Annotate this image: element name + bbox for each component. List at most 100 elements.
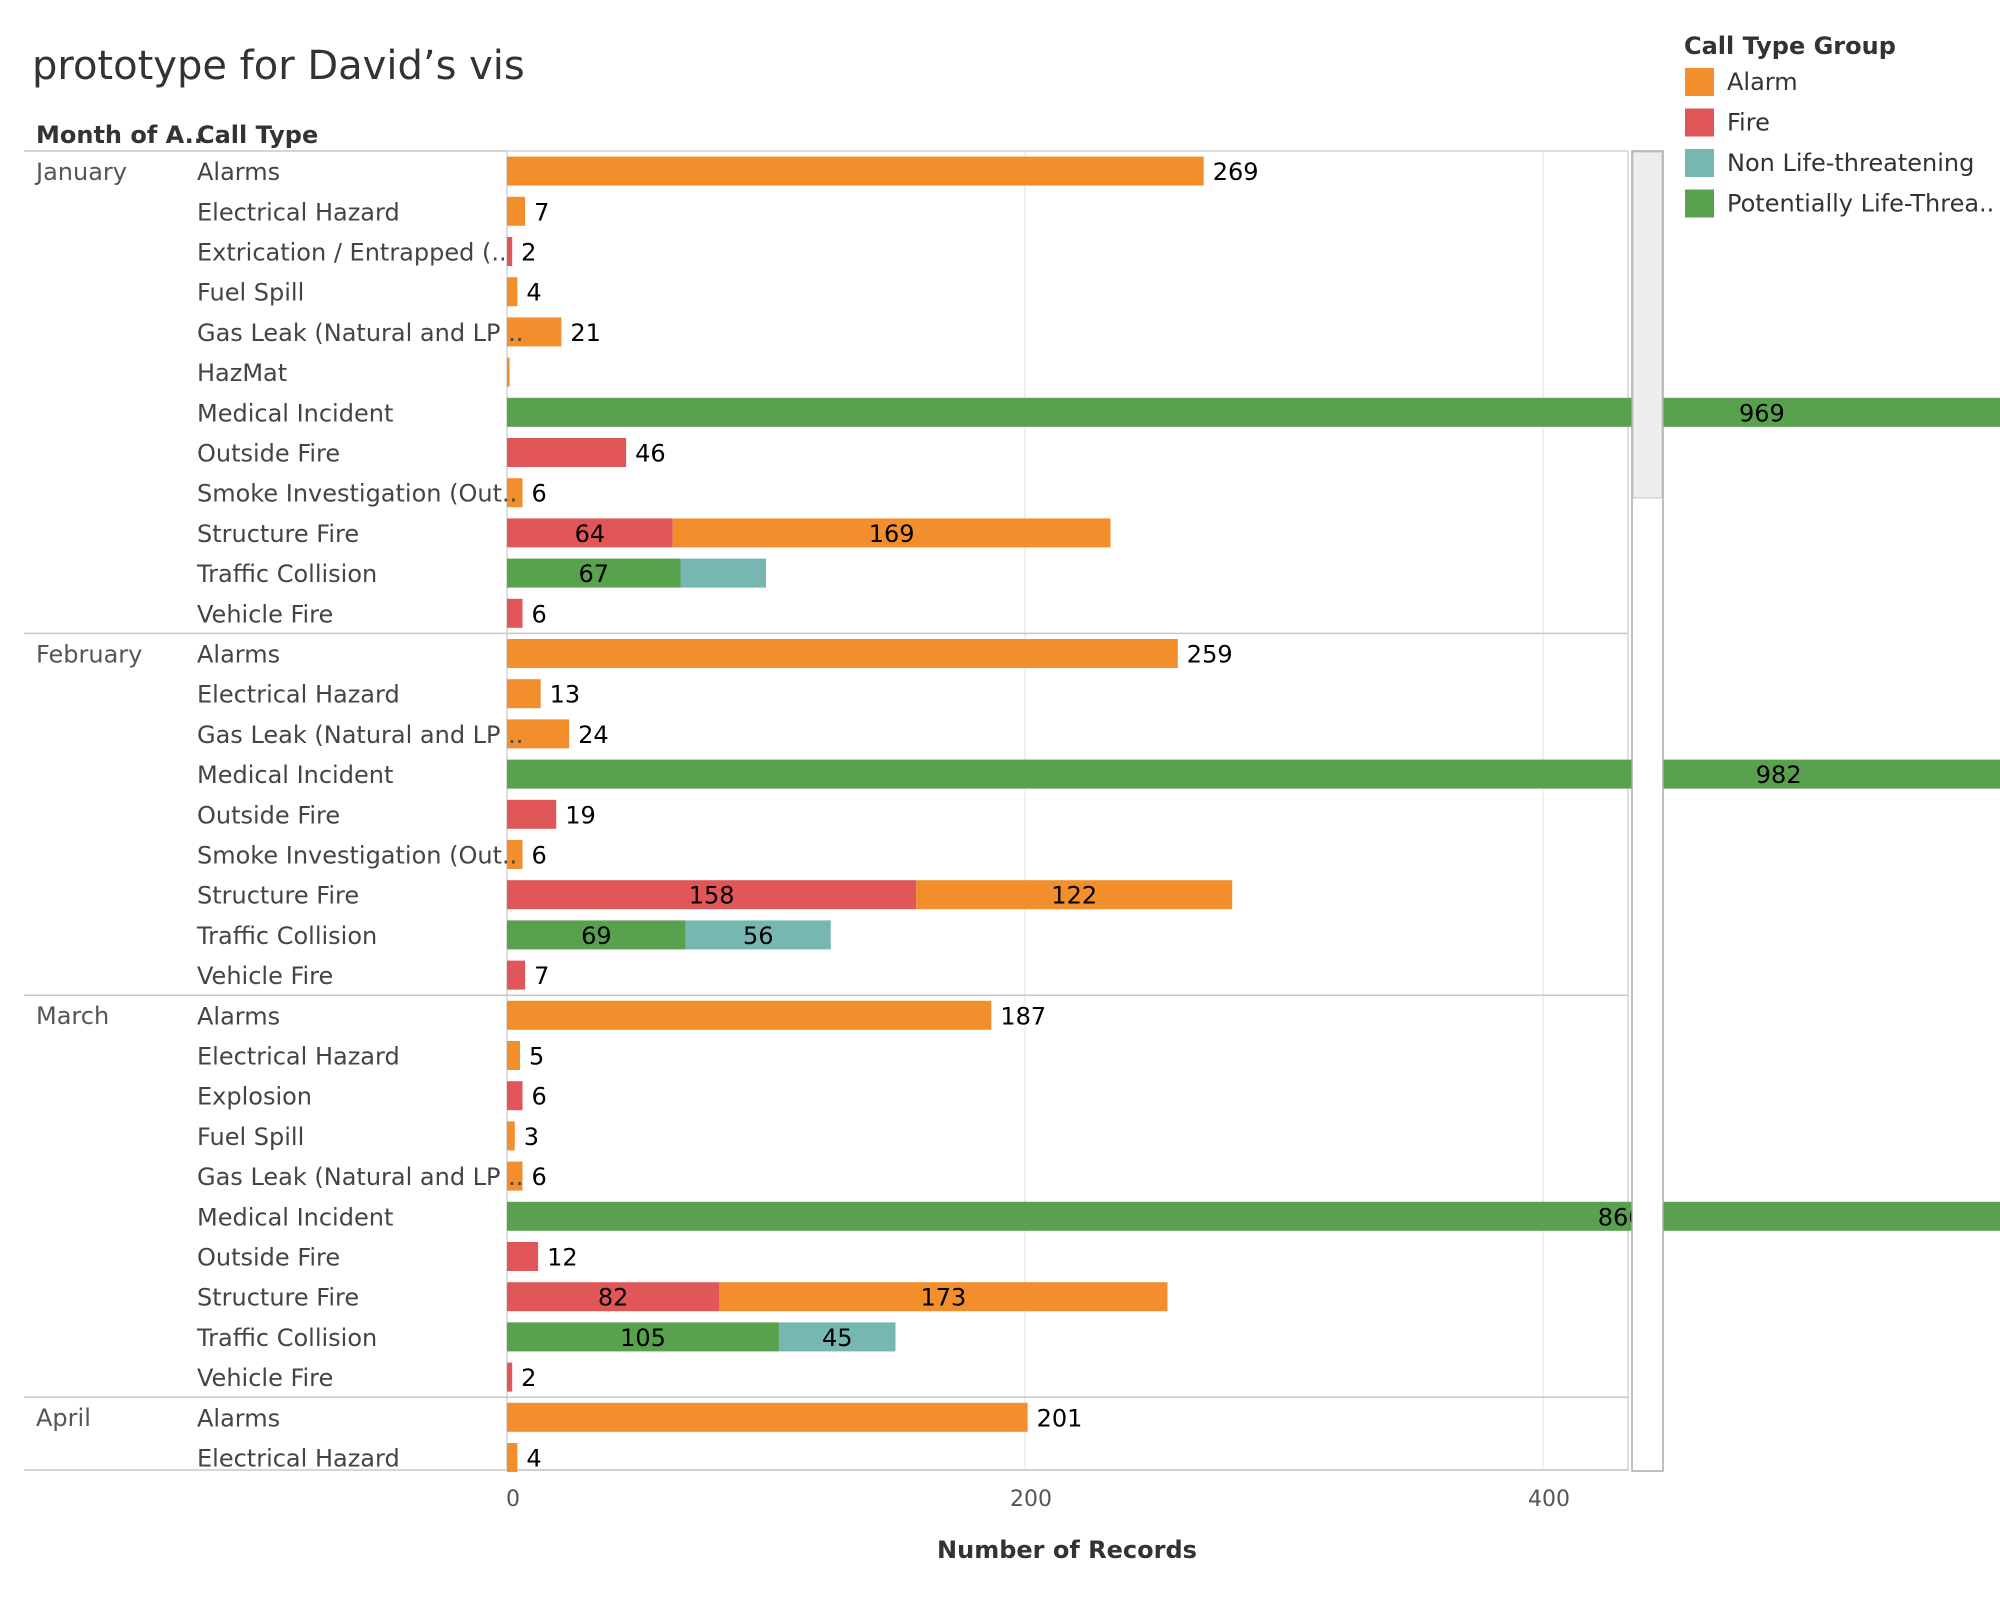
call-type-label[interactable]: Explosion xyxy=(197,1083,312,1111)
bar-segment[interactable] xyxy=(507,961,525,990)
x-tick-label: 200 xyxy=(1010,1487,1052,1512)
bar-segment[interactable] xyxy=(507,800,556,829)
call-type-label[interactable]: Medical Incident xyxy=(197,399,393,427)
call-type-label[interactable]: Outside Fire xyxy=(197,1244,340,1272)
call-type-label[interactable]: Alarms xyxy=(197,1002,280,1030)
bar-value-label: 6 xyxy=(532,600,547,628)
bar-value-label: 187 xyxy=(1000,1002,1046,1030)
bar-value-label: 5 xyxy=(529,1043,544,1071)
x-axis-title: Number of Records xyxy=(937,1536,1197,1564)
scrollbar[interactable] xyxy=(1632,151,1663,1471)
scrollbar-thumb[interactable] xyxy=(1633,152,1662,498)
legend-label[interactable]: Fire xyxy=(1727,109,1770,137)
call-type-label[interactable]: Fuel Spill xyxy=(197,1123,304,1151)
call-type-label[interactable]: Structure Fire xyxy=(197,882,359,910)
plot-area: 2697242196957846664169676259132498265919… xyxy=(507,157,2000,1473)
call-type-label[interactable]: Structure Fire xyxy=(197,1284,359,1312)
bar-segment[interactable] xyxy=(507,1081,523,1110)
call-type-label[interactable]: Gas Leak (Natural and LP .. xyxy=(197,721,523,749)
call-type-label[interactable]: Vehicle Fire xyxy=(197,962,333,990)
bar-segment[interactable] xyxy=(507,1121,515,1150)
call-type-label[interactable]: Fuel Spill xyxy=(197,279,304,307)
call-type-label[interactable]: Outside Fire xyxy=(197,801,340,829)
segment-value-label: 969 xyxy=(1739,399,1785,427)
bar-segment[interactable] xyxy=(507,1443,517,1472)
legend-swatch[interactable] xyxy=(1685,68,1714,96)
call-type-label[interactable]: Smoke Investigation (Out.. xyxy=(197,842,517,870)
bar-segment[interactable] xyxy=(507,1403,1028,1432)
call-type-label[interactable]: HazMat xyxy=(197,359,287,387)
bar-value-label: 21 xyxy=(570,319,601,347)
bar-segment[interactable] xyxy=(507,277,517,306)
bar-value-label: 4 xyxy=(526,279,541,307)
bar-segment[interactable] xyxy=(507,237,512,266)
call-type-label[interactable]: Extrication / Entrapped (.. xyxy=(197,239,507,267)
legend-swatch[interactable] xyxy=(1685,190,1714,218)
month-label[interactable]: February xyxy=(36,640,142,668)
bar-segment[interactable] xyxy=(507,1041,520,1070)
legend-label[interactable]: Potentially Life-Threa.. xyxy=(1727,190,1994,218)
legend-label[interactable]: Non Life-threatening xyxy=(1727,149,1974,177)
call-type-label[interactable]: Gas Leak (Natural and LP .. xyxy=(197,1163,523,1191)
segment-value-label: 82 xyxy=(598,1284,629,1312)
bar-value-label: 6 xyxy=(532,1163,547,1191)
segment-value-label: 169 xyxy=(869,520,915,548)
bar-value-label: 6 xyxy=(532,480,547,508)
call-type-label[interactable]: Traffic Collision xyxy=(196,1324,377,1352)
row-labels: January Alarms Electrical Hazard Extricatio… xyxy=(34,158,523,1473)
month-label[interactable]: April xyxy=(36,1404,91,1432)
bar-segment[interactable] xyxy=(507,1242,538,1271)
bar-segment[interactable] xyxy=(507,639,1178,668)
bar-value-label: 7 xyxy=(534,198,549,226)
legend-swatch[interactable] xyxy=(1685,109,1714,137)
call-type-label[interactable]: Smoke Investigation (Out.. xyxy=(197,480,517,508)
legend: Call Type Group Alarm Fire Non Life-threat… xyxy=(1684,32,1994,218)
call-type-label[interactable]: Traffic Collision xyxy=(196,560,377,588)
call-type-label[interactable]: Medical Incident xyxy=(197,761,393,789)
segment-value-label: 64 xyxy=(575,520,606,548)
bar-segment[interactable] xyxy=(507,1202,2000,1231)
bar-segment[interactable] xyxy=(507,157,1204,186)
legend-label[interactable]: Alarm xyxy=(1727,68,1798,96)
bar-value-label: 7 xyxy=(534,962,549,990)
call-type-label[interactable]: Electrical Hazard xyxy=(197,1043,400,1071)
bar-segment[interactable] xyxy=(681,559,766,588)
bar-value-label: 24 xyxy=(578,721,609,749)
call-type-label[interactable]: Electrical Hazard xyxy=(197,681,400,709)
bar-segment[interactable] xyxy=(507,1363,512,1392)
month-label[interactable]: January xyxy=(34,158,127,186)
month-label[interactable]: March xyxy=(36,1002,109,1030)
call-type-label[interactable]: Alarms xyxy=(197,641,280,669)
bar-value-label: 4 xyxy=(526,1445,541,1473)
call-type-label[interactable]: Gas Leak (Natural and LP .. xyxy=(197,319,523,347)
bar-value-label: 201 xyxy=(1037,1404,1083,1432)
call-type-label[interactable]: Structure Fire xyxy=(197,520,359,548)
bar-segment[interactable] xyxy=(507,197,525,226)
legend-swatch[interactable] xyxy=(1685,149,1714,177)
call-type-label[interactable]: Traffic Collision xyxy=(196,922,377,950)
call-type-label[interactable]: Medical Incident xyxy=(197,1203,393,1231)
call-type-label[interactable]: Outside Fire xyxy=(197,440,340,468)
bar-segment[interactable] xyxy=(507,1001,991,1030)
bar-segment[interactable] xyxy=(507,679,541,708)
bar-value-label: 269 xyxy=(1213,158,1259,186)
month-header[interactable]: Month of A.. xyxy=(36,121,203,149)
call-type-label[interactable]: Vehicle Fire xyxy=(197,600,333,628)
call-type-label[interactable]: Electrical Hazard xyxy=(197,1445,400,1473)
bar-value-label: 19 xyxy=(565,801,596,829)
bar-value-label: 6 xyxy=(532,1083,547,1111)
bar-segment[interactable] xyxy=(507,358,510,387)
call-type-label[interactable]: Vehicle Fire xyxy=(197,1364,333,1392)
bar-segment[interactable] xyxy=(507,599,523,628)
call-type-header[interactable]: Call Type xyxy=(197,121,318,149)
segment-value-label: 122 xyxy=(1051,882,1097,910)
call-type-label[interactable]: Alarms xyxy=(197,1404,280,1432)
call-type-label[interactable]: Alarms xyxy=(197,158,280,186)
segment-value-label: 105 xyxy=(620,1324,666,1352)
bar-segment[interactable] xyxy=(507,438,626,467)
plot-frame xyxy=(507,151,1628,1470)
segment-value-label: 45 xyxy=(822,1324,853,1352)
segment-value-label: 67 xyxy=(578,560,609,588)
call-type-label[interactable]: Electrical Hazard xyxy=(197,198,400,226)
